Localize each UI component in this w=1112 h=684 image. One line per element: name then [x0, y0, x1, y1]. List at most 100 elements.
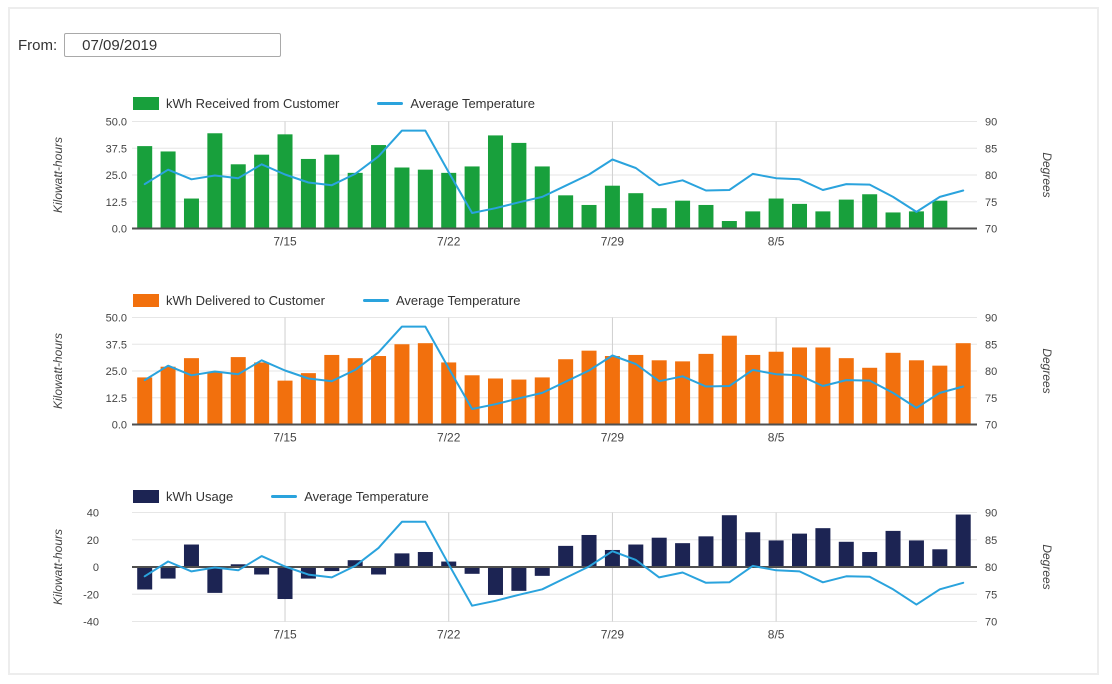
y-axis-tick-label: -40 [83, 617, 99, 629]
y2-axis-tick-label: 85 [985, 143, 997, 155]
kwh-received-chart: 50.0 37.5 25.0 12.5 0.0 90 85 80 75 70 7/15 7/22 7/2… [51, 117, 1054, 249]
bar [768, 540, 784, 567]
bar [160, 567, 176, 579]
y-axis-tick-label: 0.0 [112, 224, 127, 236]
bar [277, 134, 293, 229]
bar [394, 167, 410, 229]
x-axis-tick-label: 7/15 [273, 431, 297, 445]
bar [675, 543, 691, 567]
y2-axis-tick-label: 75 [985, 589, 997, 601]
legend-label: Average Temperature [410, 95, 535, 111]
bar [277, 567, 293, 600]
bar [908, 211, 924, 229]
y-axis-tick-label: 0.0 [112, 420, 127, 432]
bar [230, 164, 246, 229]
x-axis-tick-label: 7/22 [437, 235, 461, 249]
legend-item-bar-series: kWh Usage [133, 489, 233, 504]
bar [745, 354, 761, 425]
bar [511, 142, 527, 229]
bar [768, 198, 784, 229]
bar [768, 351, 784, 425]
bar [675, 361, 691, 425]
bar [300, 373, 316, 425]
navy-bar-swatch-icon [133, 489, 159, 503]
kwh-usage-chart: 40 20 0 -20 -40 90 85 80 75 70 7/15 7/22 7/29 8/5 Kilo… [51, 508, 1054, 642]
x-axis-tick-label: 7/22 [437, 431, 461, 445]
legend-item-line-series: Average Temperature [377, 96, 535, 111]
bar [581, 534, 597, 567]
bar [815, 528, 831, 567]
temperature-line-swatch-icon [377, 101, 404, 105]
x-axis-tick-label: 7/29 [601, 628, 625, 642]
bar [955, 514, 971, 567]
green-bar-swatch-icon [133, 96, 159, 110]
y2-axis-tick-label: 85 [985, 339, 997, 351]
bar [721, 335, 737, 425]
bar [207, 567, 223, 593]
bar [324, 354, 340, 425]
bar [698, 536, 714, 567]
bar [908, 540, 924, 567]
delivered-chart-legend: kWh Delivered to Customer Average Temper… [133, 293, 521, 308]
bar [581, 350, 597, 425]
legend-item-line-series: Average Temperature [362, 293, 521, 308]
bar [230, 357, 246, 425]
bar [207, 133, 223, 229]
bar [838, 199, 854, 229]
bar [347, 560, 363, 567]
bar [254, 154, 270, 229]
bar [815, 211, 831, 229]
bar [511, 567, 527, 591]
y2-axis-tick-label: 75 [985, 197, 997, 209]
bar [137, 146, 153, 229]
bar [394, 553, 410, 567]
x-axis-tick-label: 8/5 [768, 628, 785, 642]
legend-item-line-series: Average Temperature [271, 489, 429, 504]
orange-bar-swatch-icon [133, 293, 159, 307]
bar [324, 154, 340, 229]
temperature-line [143, 520, 965, 607]
bar [230, 564, 246, 567]
bar [604, 356, 620, 425]
y-axis-tick-label: 12.5 [106, 393, 127, 405]
bar [324, 567, 340, 572]
x-axis-tick-label: 7/22 [437, 628, 461, 642]
bar [441, 172, 457, 229]
from-date-input[interactable] [64, 33, 282, 57]
bar [792, 533, 808, 567]
y2-axis-tick-label: 90 [985, 313, 997, 325]
bar [955, 343, 971, 425]
bar [628, 193, 644, 229]
bar [698, 204, 714, 229]
bar [721, 221, 737, 229]
y2-axis-tick-label: 85 [985, 535, 997, 547]
bar [511, 379, 527, 425]
x-axis-tick-label: 8/5 [768, 235, 785, 249]
bar [300, 158, 316, 229]
x-axis-tick-label: 7/29 [601, 431, 625, 445]
legend-label: Average Temperature [304, 488, 429, 504]
bar [417, 169, 433, 229]
bar [417, 552, 433, 567]
bar [862, 552, 878, 567]
from-date-row: From: [18, 33, 282, 57]
bar [721, 515, 737, 567]
y-axis-tick-label: 25.0 [106, 366, 127, 378]
y2-axis-tick-label: 70 [985, 420, 997, 432]
bar [745, 532, 761, 567]
y-axis-tick-label: -20 [83, 589, 99, 601]
bar [675, 200, 691, 229]
bar [534, 377, 550, 425]
bar [207, 372, 223, 425]
bar [885, 212, 901, 229]
x-axis-tick-label: 7/15 [273, 628, 297, 642]
bar [581, 204, 597, 229]
y-axis-tick-label: 40 [87, 508, 99, 520]
bar [394, 344, 410, 425]
bar [932, 200, 948, 229]
temperature-line-swatch-icon [362, 298, 389, 302]
bar [698, 353, 714, 425]
y-axis-title: Kilowatt-hours [51, 333, 65, 409]
bar [183, 358, 199, 425]
y2-axis-tick-label: 70 [985, 224, 997, 236]
